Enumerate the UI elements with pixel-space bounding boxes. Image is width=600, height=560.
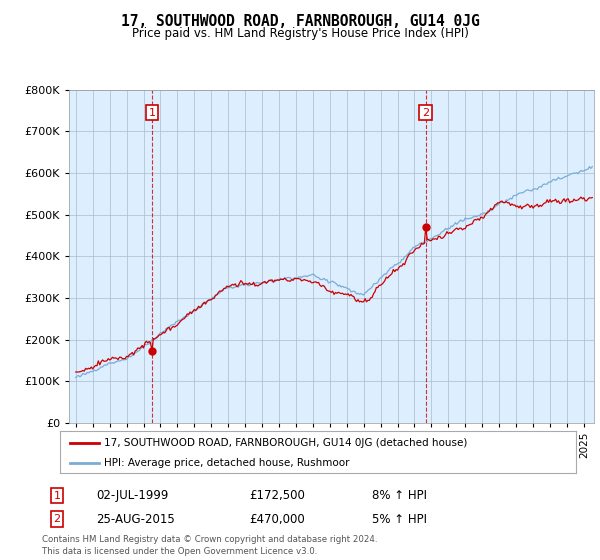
Text: Price paid vs. HM Land Registry's House Price Index (HPI): Price paid vs. HM Land Registry's House … bbox=[131, 27, 469, 40]
Text: £470,000: £470,000 bbox=[249, 512, 305, 526]
Text: 2: 2 bbox=[422, 108, 430, 118]
Text: HPI: Average price, detached house, Rushmoor: HPI: Average price, detached house, Rush… bbox=[104, 458, 349, 468]
Text: 17, SOUTHWOOD ROAD, FARNBOROUGH, GU14 0JG (detached house): 17, SOUTHWOOD ROAD, FARNBOROUGH, GU14 0J… bbox=[104, 438, 467, 448]
Text: 1: 1 bbox=[53, 491, 61, 501]
Text: £172,500: £172,500 bbox=[249, 489, 305, 502]
Text: 02-JUL-1999: 02-JUL-1999 bbox=[96, 489, 169, 502]
Text: 25-AUG-2015: 25-AUG-2015 bbox=[96, 512, 175, 526]
Text: 5% ↑ HPI: 5% ↑ HPI bbox=[372, 512, 427, 526]
Text: 8% ↑ HPI: 8% ↑ HPI bbox=[372, 489, 427, 502]
Text: Contains HM Land Registry data © Crown copyright and database right 2024.
This d: Contains HM Land Registry data © Crown c… bbox=[42, 535, 377, 556]
Text: 17, SOUTHWOOD ROAD, FARNBOROUGH, GU14 0JG: 17, SOUTHWOOD ROAD, FARNBOROUGH, GU14 0J… bbox=[121, 14, 479, 29]
Text: 2: 2 bbox=[53, 514, 61, 524]
Text: 1: 1 bbox=[148, 108, 155, 118]
